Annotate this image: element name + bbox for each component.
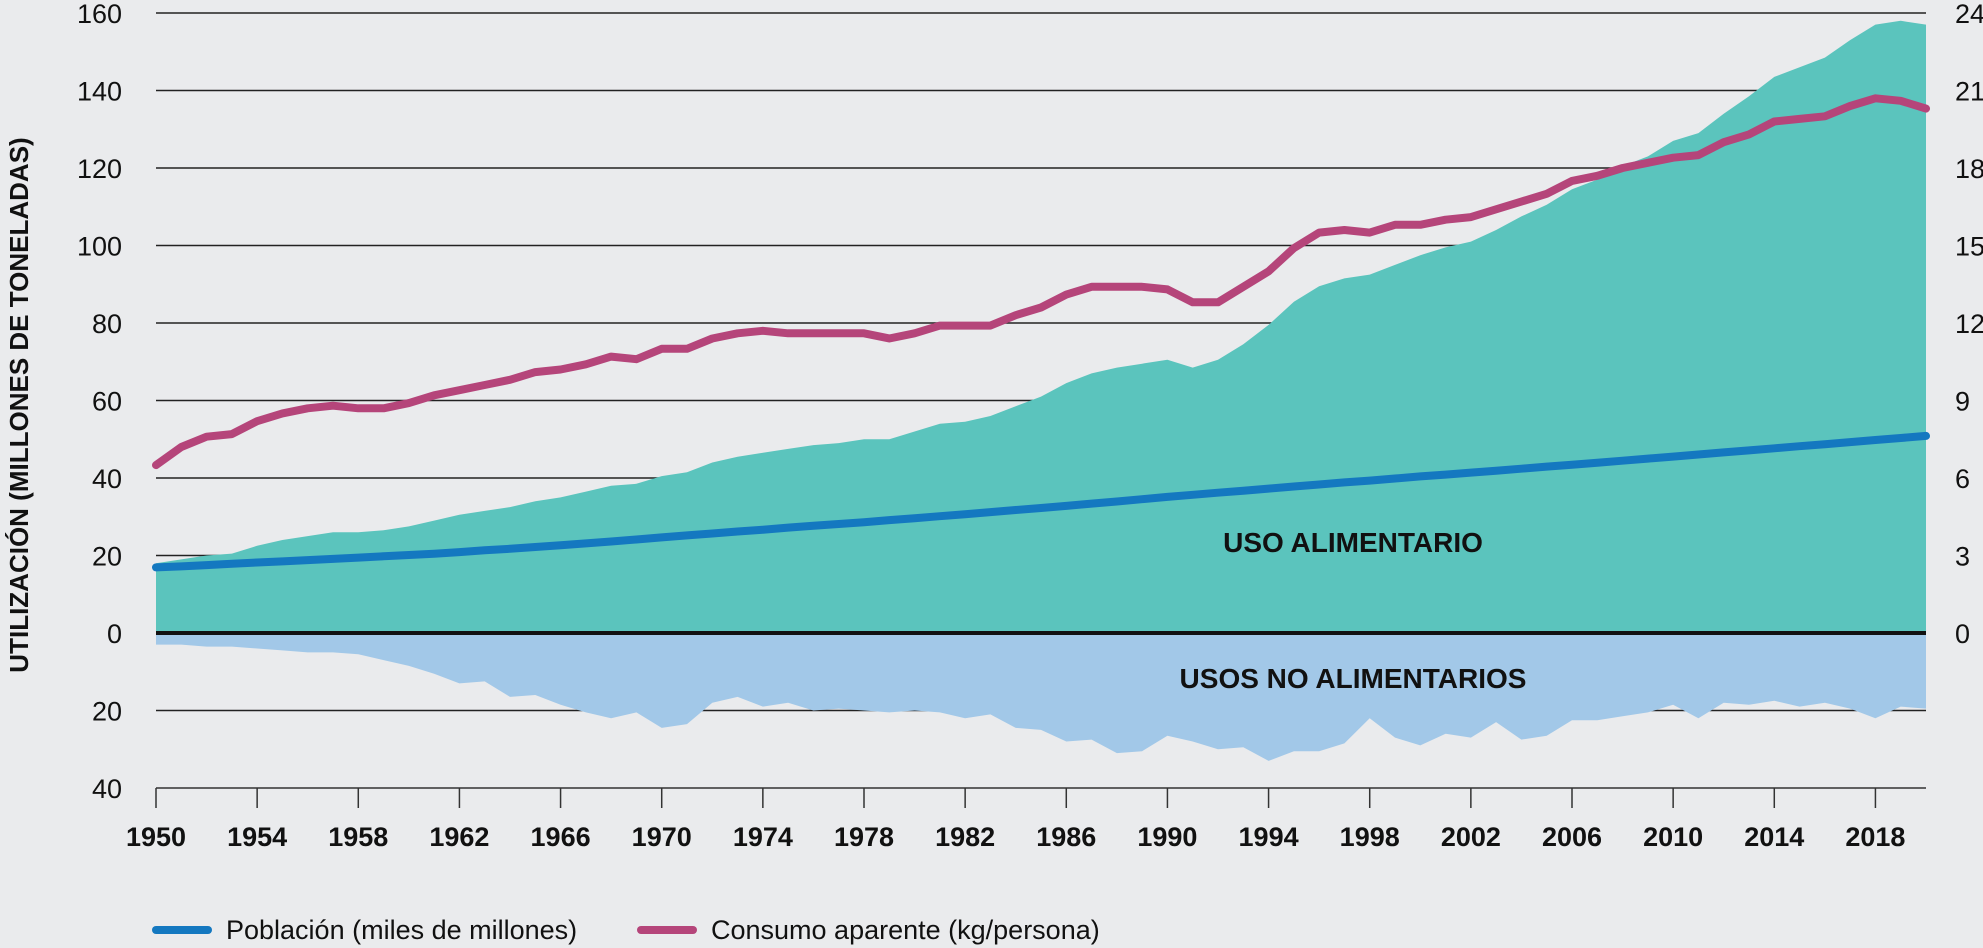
- legend-swatch-population: [152, 926, 212, 934]
- y2-tick-label: 9: [1955, 387, 1970, 417]
- nonfood-use-area: [156, 633, 1926, 761]
- x-tick-label: 1974: [733, 822, 793, 852]
- series-lines: [152, 94, 1930, 572]
- food-use-area: [156, 20, 1926, 634]
- x-tick-label: 2002: [1441, 822, 1501, 852]
- x-tick-label: 2006: [1542, 822, 1602, 852]
- x-tick-label: 1978: [834, 822, 894, 852]
- y-tick-label: 40: [92, 774, 122, 804]
- y2-tick-label: 21: [1955, 77, 1983, 107]
- y-tick-label: 0: [107, 619, 122, 649]
- y2-tick-label: 3: [1955, 542, 1970, 572]
- y-axis-label: UTILIZACIÓN (MILLONES DE TONELADAS): [4, 137, 34, 672]
- nonfood-use-label: USOS NO ALIMENTARIOS: [1180, 663, 1527, 694]
- consumption-line: [152, 94, 1930, 470]
- x-tick-label: 1990: [1137, 822, 1197, 852]
- y-tick-label: 100: [77, 232, 122, 262]
- y-tick-label: 120: [77, 154, 122, 184]
- x-tick-label: 1998: [1340, 822, 1400, 852]
- y2-tick-label: 15: [1955, 232, 1983, 262]
- legend-label-population: Población (miles de millones): [226, 914, 578, 945]
- y-tick-label: 140: [77, 77, 122, 107]
- x-tick-label: 1962: [429, 822, 489, 852]
- y2-tick-label: 24: [1955, 0, 1983, 29]
- y-tick-label: 80: [92, 309, 122, 339]
- x-tick-label: 2018: [1845, 822, 1905, 852]
- x-tick-label: 1966: [531, 822, 591, 852]
- areas: [156, 20, 1926, 761]
- y-tick-label: 160: [77, 0, 122, 29]
- x-tick-label: 2010: [1643, 822, 1703, 852]
- x-tick-label: 1994: [1239, 822, 1299, 852]
- legend-item-consumption: Consumo aparente (kg/persona): [637, 912, 1100, 948]
- y-tick-label: 20: [92, 542, 122, 572]
- y2-tick-label: 6: [1955, 464, 1970, 494]
- x-tick-label: 1970: [632, 822, 692, 852]
- legend-label-consumption: Consumo aparente (kg/persona): [711, 914, 1100, 945]
- y2-tick-label: 18: [1955, 154, 1983, 184]
- x-tick-label: 1982: [935, 822, 995, 852]
- x-tick-label: 1986: [1036, 822, 1096, 852]
- x-tick-label: 1954: [227, 822, 287, 852]
- y-tick-label: 40: [92, 464, 122, 494]
- y-tick-label: 20: [92, 697, 122, 727]
- y2-tick-label: 0: [1955, 619, 1970, 649]
- population-line: [152, 431, 1930, 572]
- axes: 1601401201008060402002040242118151296301…: [77, 0, 1983, 852]
- x-tick-label: 1958: [328, 822, 388, 852]
- y-tick-label: 60: [92, 387, 122, 417]
- legend-swatch-consumption: [637, 926, 697, 934]
- x-tick-label: 1950: [126, 822, 186, 852]
- legend-item-population: Población (miles de millones): [152, 912, 577, 948]
- y2-tick-label: 12: [1955, 309, 1983, 339]
- food-use-label: USO ALIMENTARIO: [1223, 527, 1483, 558]
- x-tick-label: 2014: [1744, 822, 1804, 852]
